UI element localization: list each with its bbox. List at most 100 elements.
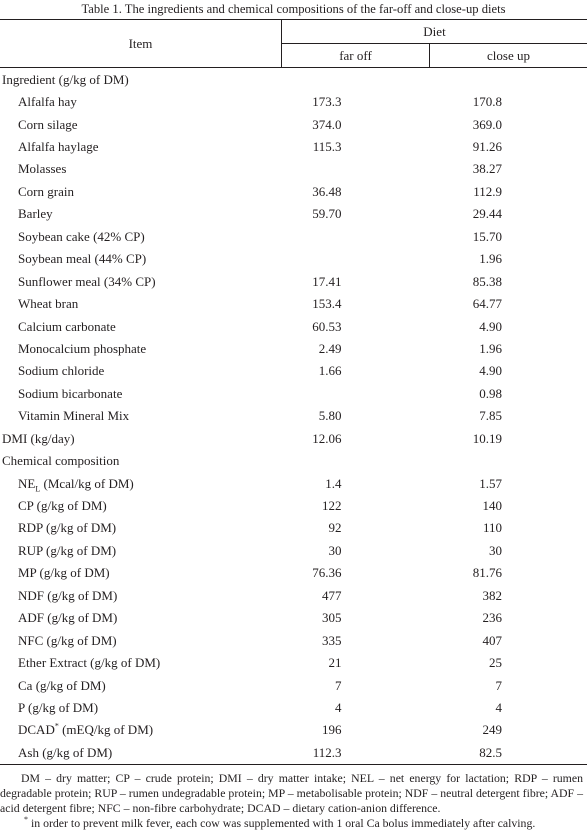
close-up-value: 1.96 bbox=[479, 340, 502, 356]
section-label: Ingredient (g/kg of DM) bbox=[2, 71, 129, 87]
table-caption: Table 1. The ingredients and chemical co… bbox=[81, 2, 506, 16]
close-up-value: 81.76 bbox=[472, 565, 502, 581]
far-off-value: 76.36 bbox=[312, 565, 342, 581]
row-label: Calcium carbonate bbox=[18, 318, 116, 334]
table-row: Soybean meal (44% CP) 1.96 bbox=[0, 248, 587, 270]
far-off-value: 30 bbox=[328, 542, 342, 558]
table-row: Barley 59.70 29.44 bbox=[0, 203, 587, 225]
row-label: Barley bbox=[18, 206, 53, 222]
far-off-value bbox=[282, 248, 430, 270]
row-label: Alfalfa hay bbox=[18, 94, 77, 110]
table-row: Wheat bran 153.4 64.77 bbox=[0, 292, 587, 314]
close-up-value: 64.77 bbox=[472, 296, 502, 312]
row-label: P (g/kg of DM) bbox=[18, 699, 99, 715]
table-row: Molasses 38.27 bbox=[0, 158, 587, 180]
row-label: RUP (g/kg of DM) bbox=[18, 542, 117, 558]
far-off-value: 59.70 bbox=[312, 206, 342, 222]
far-off-value: 1.4 bbox=[325, 475, 342, 491]
close-up-value: 15.70 bbox=[472, 228, 502, 244]
close-up-value bbox=[430, 449, 587, 471]
far-off-value: 196 bbox=[322, 722, 342, 738]
table-row: Corn grain 36.48 112.9 bbox=[0, 180, 587, 202]
row-label: Soybean cake (42% CP) bbox=[18, 228, 145, 244]
header-diet: Diet bbox=[281, 19, 587, 44]
table-row: Corn silage 374.0 369.0 bbox=[0, 113, 587, 135]
table-row: NEL (Mcal/kg of DM) 1.4 1.57 bbox=[0, 472, 587, 494]
far-off-value: 92 bbox=[328, 520, 342, 536]
close-up-value bbox=[430, 68, 587, 91]
close-up-value: 7.85 bbox=[479, 408, 502, 424]
close-up-value: 7 bbox=[495, 677, 503, 693]
row-label: Sodium chloride bbox=[18, 363, 105, 379]
far-off-value: 2.49 bbox=[318, 340, 342, 356]
table-row: MP (g/kg of DM) 76.36 81.76 bbox=[0, 562, 587, 584]
section-label: Chemical composition bbox=[2, 453, 120, 469]
close-up-value: 30 bbox=[489, 542, 502, 558]
section-label: DMI (kg/day) bbox=[2, 430, 75, 446]
row-label: Ca (g/kg of DM) bbox=[18, 677, 106, 693]
far-off-value: 7 bbox=[335, 677, 342, 693]
close-up-value: 10.19 bbox=[472, 430, 502, 446]
close-up-value: 0.98 bbox=[479, 385, 502, 401]
table-row: Ingredient (g/kg of DM) bbox=[0, 68, 587, 91]
row-label: CP (g/kg of DM) bbox=[18, 498, 107, 514]
far-off-value bbox=[282, 382, 430, 404]
table-row: Calcium carbonate 60.53 4.90 bbox=[0, 315, 587, 337]
milk-fever-note: * in order to prevent milk fever, each c… bbox=[0, 816, 583, 831]
close-up-value: 4.90 bbox=[479, 363, 502, 379]
row-label: Wheat bran bbox=[18, 296, 79, 312]
table-row: RUP (g/kg of DM) 30 30 bbox=[0, 539, 587, 561]
header-far-off: far off bbox=[281, 43, 430, 68]
far-off-value: 122 bbox=[322, 498, 342, 514]
footnote-mark: * bbox=[24, 815, 28, 825]
header-close-up: close up bbox=[429, 43, 587, 68]
far-off-value: 36.48 bbox=[312, 183, 342, 199]
table-row: Soybean cake (42% CP) 15.70 bbox=[0, 225, 587, 247]
row-label: Ash (g/kg of DM) bbox=[0, 741, 282, 765]
close-up-value: 4.90 bbox=[479, 318, 502, 334]
row-label: Corn silage bbox=[18, 116, 78, 132]
row-label: MP (g/kg of DM) bbox=[18, 565, 110, 581]
table-row: Vitamin Mineral Mix 5.80 7.85 bbox=[0, 405, 587, 427]
row-label: NFC (g/kg of DM) bbox=[18, 632, 117, 648]
close-up-value: 382 bbox=[482, 587, 503, 603]
close-up-value: 85.38 bbox=[472, 273, 502, 289]
header-item: Item bbox=[0, 19, 282, 68]
row-label: Alfalfa haylage bbox=[18, 139, 99, 155]
far-off-value bbox=[282, 449, 430, 471]
close-up-value: 140 bbox=[482, 498, 503, 514]
diet-composition-table: Item Diet far off close up Ingredient (g… bbox=[0, 19, 587, 765]
row-label: DCAD* (mEQ/kg of DM) bbox=[18, 722, 154, 738]
close-up-value: 236 bbox=[482, 610, 503, 626]
table-row: DCAD* (mEQ/kg of DM) 196 249 bbox=[0, 719, 587, 741]
table-footnotes: DM – dry matter; CP – crude protein; DMI… bbox=[0, 771, 583, 831]
row-label: Soybean meal (44% CP) bbox=[18, 251, 147, 267]
footnote-text: in order to prevent milk fever, each cow… bbox=[28, 816, 536, 830]
abbreviations-note: DM – dry matter; CP – crude protein; DMI… bbox=[0, 771, 583, 815]
far-off-value: 374.0 bbox=[312, 116, 342, 132]
table-row: Monocalcium phosphate 2.49 1.96 bbox=[0, 337, 587, 359]
far-off-value: 153.4 bbox=[312, 296, 342, 312]
table-row: Chemical composition bbox=[0, 449, 587, 471]
far-off-value: 305 bbox=[322, 610, 342, 626]
close-up-value: 369.0 bbox=[472, 116, 502, 132]
table-row: Sunflower meal (34% CP) 17.41 85.38 bbox=[0, 270, 587, 292]
far-off-value: 1.66 bbox=[318, 363, 342, 379]
table-row: Ash (g/kg of DM) 112.3 82.5 bbox=[0, 741, 587, 765]
table-row: CP (g/kg of DM) 122 140 bbox=[0, 494, 587, 516]
close-up-value: 407 bbox=[482, 632, 503, 648]
close-up-value: 170.8 bbox=[472, 94, 502, 110]
row-label: Monocalcium phosphate bbox=[18, 340, 147, 356]
close-up-value: 29.44 bbox=[472, 206, 502, 222]
table-row: P (g/kg of DM) 4 4 bbox=[0, 696, 587, 718]
close-up-value: 1.57 bbox=[479, 475, 502, 491]
far-off-value: 60.53 bbox=[312, 318, 342, 334]
close-up-value: 91.26 bbox=[472, 139, 502, 155]
far-off-value bbox=[282, 225, 430, 247]
row-label: Molasses bbox=[18, 161, 67, 177]
table-row: Ca (g/kg of DM) 7 7 bbox=[0, 674, 587, 696]
far-off-value: 477 bbox=[322, 587, 342, 603]
far-off-value: 21 bbox=[328, 655, 342, 671]
row-label: Corn grain bbox=[18, 183, 74, 199]
close-up-value: 112.9 bbox=[473, 183, 502, 199]
